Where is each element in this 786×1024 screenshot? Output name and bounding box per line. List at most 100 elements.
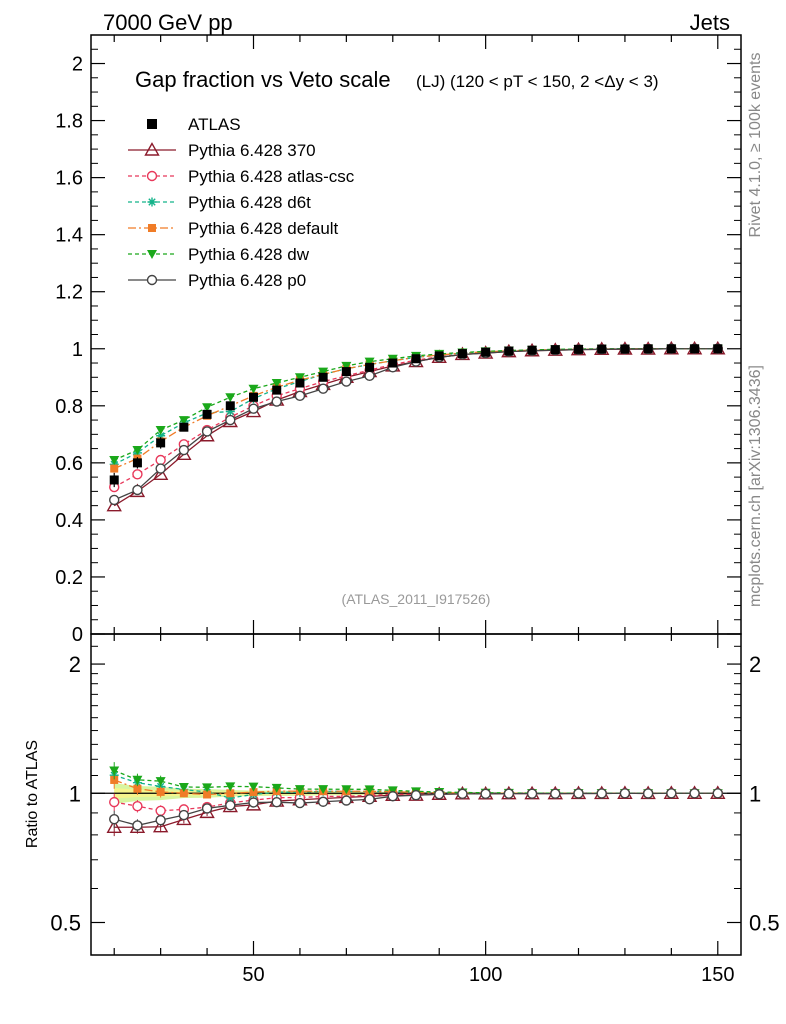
ratio-point <box>225 800 236 811</box>
series-point <box>271 396 282 407</box>
data-point <box>550 345 560 355</box>
y-tick-label: 0.4 <box>55 510 83 532</box>
series-point <box>364 357 375 367</box>
y-tick-label: 1 <box>72 339 83 361</box>
legend-label-data: ATLAS <box>188 115 241 134</box>
series-point <box>155 454 166 466</box>
ratio-point <box>155 814 166 826</box>
ratio-point <box>248 782 259 792</box>
data-point <box>109 475 119 485</box>
ratio-point <box>341 795 352 806</box>
data-point <box>620 344 630 354</box>
series-point <box>109 494 120 506</box>
chart-title: Gap fraction vs Veto scale <box>135 67 391 92</box>
ratio-point <box>364 794 375 805</box>
ratio-point <box>387 786 398 796</box>
ratio-y-tick-label: 2 <box>69 652 81 677</box>
y-tick-label: 0.8 <box>55 396 83 418</box>
ratio-ylabel: Ratio to ATLAS <box>24 740 41 848</box>
series-point <box>201 426 213 437</box>
data-point <box>411 354 421 364</box>
ratio-point <box>642 788 654 799</box>
ratio-point <box>249 788 258 797</box>
series-point <box>341 376 352 387</box>
data-point <box>527 345 537 355</box>
data-point <box>225 401 235 411</box>
data-point <box>574 344 583 354</box>
ratio-frame <box>90 633 742 956</box>
ratio-point <box>109 796 120 808</box>
ratio-series-5 <box>109 788 723 832</box>
ratio-point <box>294 797 306 809</box>
series-point <box>178 444 190 456</box>
data-point <box>643 344 653 354</box>
data-point <box>249 392 258 402</box>
ratio-point <box>132 800 143 812</box>
ratio-point <box>178 809 190 821</box>
data-point <box>318 372 328 382</box>
ratio-point <box>596 788 607 799</box>
data-point <box>666 344 676 354</box>
legend-label: Pythia 6.428 d6t <box>188 193 311 212</box>
legend-marker <box>146 170 158 182</box>
x-tick-label: 50 <box>242 964 264 986</box>
legend-marker <box>147 250 157 259</box>
series-point <box>317 383 329 394</box>
series-point <box>225 414 236 426</box>
energy-label: 7000 GeV pp <box>103 10 233 35</box>
ratio-point <box>480 788 491 800</box>
ratio-point <box>156 787 165 796</box>
data-point <box>690 344 700 354</box>
rivet-version-label: Rivet 4.1.0, ≥ 100k events <box>747 53 764 238</box>
y-tick-label: 1.4 <box>55 225 83 247</box>
ratio-point <box>155 777 166 787</box>
ratio-y-tick-label-right: 1 <box>749 781 761 806</box>
data-point <box>481 347 491 357</box>
data-point <box>365 362 375 372</box>
series-point <box>155 426 166 436</box>
ratio-point <box>178 782 189 792</box>
y-tick-label: 0.6 <box>55 453 83 475</box>
analysis-id: (ATLAS_2011_I917526) <box>342 591 491 607</box>
data-point <box>179 422 189 432</box>
ratio-point <box>132 775 143 785</box>
ratio-panel: 0.5 0.5 1 1 2 2 50 100 150 Ratio to ATLAS <box>24 633 780 986</box>
series-point <box>152 466 169 480</box>
legend-marker <box>146 274 158 286</box>
series-5 <box>109 343 723 506</box>
legend-label: Pythia 6.428 atlas-csc <box>188 167 355 186</box>
legend: ATLAS Pythia 6.428 370 Pythia 6.428 atlas-… <box>128 115 355 290</box>
ratio-point <box>133 784 142 793</box>
ratio-point <box>318 785 329 795</box>
y-tick-label: 1.6 <box>55 168 83 190</box>
series-point <box>106 497 122 512</box>
ratio-point <box>109 766 120 776</box>
ratio-point <box>225 782 236 792</box>
series-point <box>318 367 329 377</box>
series-point <box>156 431 166 441</box>
ratio-point <box>619 788 631 799</box>
data-point <box>202 409 212 419</box>
data-point <box>457 349 467 359</box>
ratio-point <box>271 797 282 808</box>
series-point <box>132 484 143 496</box>
series-point <box>132 446 143 456</box>
ratio-point <box>364 785 375 795</box>
legend-marker <box>147 197 157 207</box>
ratio-point <box>689 788 700 799</box>
series-point <box>341 361 352 371</box>
y-tick-label: 2 <box>72 54 83 76</box>
x-tick-label: 150 <box>701 964 734 986</box>
data-point <box>341 367 351 377</box>
data-point <box>156 438 166 448</box>
data-point <box>388 358 398 368</box>
ratio-point <box>155 805 166 816</box>
ratio-point <box>248 797 259 808</box>
ratio-point <box>201 803 213 814</box>
ratio-point <box>110 775 119 784</box>
ratio-y-tick-label-right: 2 <box>749 652 761 677</box>
process-label: Jets <box>690 10 730 35</box>
ratio-point <box>434 789 445 800</box>
legend-label: Pythia 6.428 370 <box>188 141 316 160</box>
ratio-series-line <box>113 779 718 796</box>
